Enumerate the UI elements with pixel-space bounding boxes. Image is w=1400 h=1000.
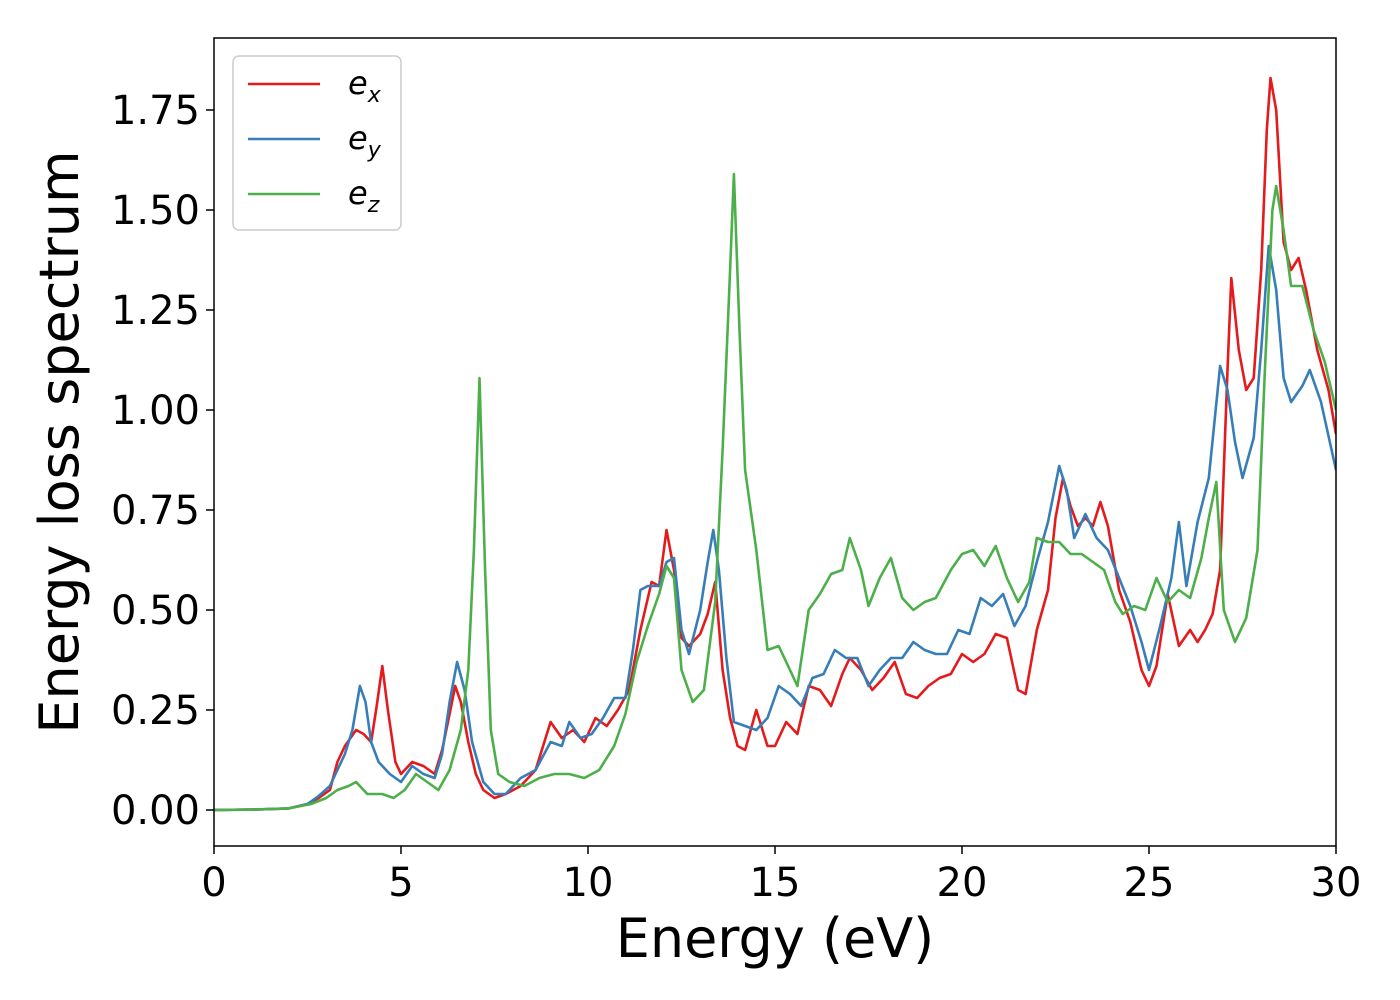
series-layer (214, 76, 1336, 812)
y-axis: 0.00 0.25 0.50 0.75 1.00 1.25 1.50 1.75 (111, 88, 214, 834)
x-tick-label: 15 (750, 860, 801, 906)
legend-label: ex (348, 64, 382, 108)
y-tick-label: 0.25 (111, 688, 200, 734)
x-tick-label: 10 (563, 860, 614, 906)
x-tick-label: 5 (388, 860, 413, 906)
y-tick-label: 0.00 (111, 788, 200, 834)
x-tick-label: 25 (1124, 860, 1175, 906)
y-tick-label: 1.00 (111, 388, 200, 434)
legend-label: ey (348, 119, 382, 163)
legend: ex ey ez (232, 55, 402, 231)
x-axis-label: Energy (eV) (616, 907, 935, 970)
x-tick-label: 30 (1311, 860, 1362, 906)
y-tick-label: 1.25 (111, 288, 200, 334)
legend-label: ez (348, 174, 380, 218)
y-axis-label: Energy loss spectrum (28, 150, 91, 733)
x-tick-label: 20 (937, 860, 988, 906)
series-line-ez (214, 172, 1336, 812)
x-axis: 0 5 10 15 20 25 30 (201, 846, 1361, 906)
series-line-ey (214, 244, 1336, 812)
y-tick-label: 0.75 (111, 488, 200, 534)
y-tick-label: 1.75 (111, 88, 200, 134)
y-tick-label: 1.50 (111, 188, 200, 234)
x-tick-label: 0 (201, 860, 226, 906)
legend-box (232, 55, 402, 231)
y-tick-label: 0.50 (111, 588, 200, 634)
